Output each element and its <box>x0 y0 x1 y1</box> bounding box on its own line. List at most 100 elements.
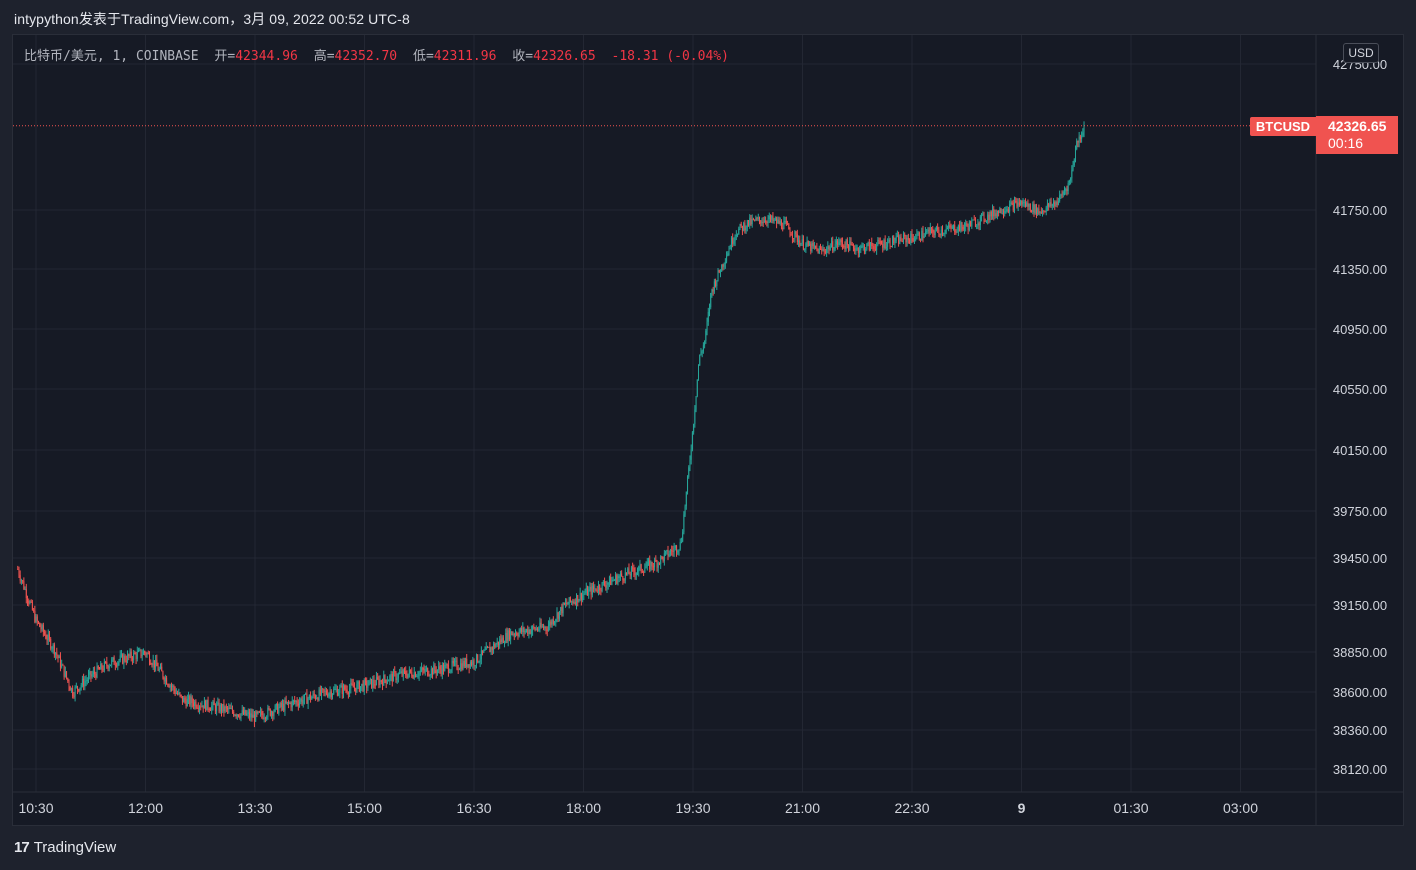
candle-body <box>194 701 196 707</box>
candle-body <box>807 241 809 246</box>
candle-body <box>19 575 21 581</box>
candle-body <box>990 211 992 217</box>
x-tick-label: 21:00 <box>785 800 820 816</box>
candle-body <box>173 685 175 690</box>
candle-body <box>61 664 63 668</box>
candle-body <box>483 650 485 653</box>
candle-body <box>910 233 912 244</box>
candle-body <box>1067 182 1069 191</box>
candle-body <box>349 688 351 694</box>
candle-body <box>549 621 551 626</box>
candle-body <box>708 307 710 312</box>
candle-body <box>1021 200 1023 205</box>
candle-body <box>172 685 174 687</box>
candle-body <box>1043 210 1045 212</box>
candle-body <box>644 568 646 573</box>
candle-body <box>180 694 182 697</box>
candle-body <box>447 664 449 673</box>
candle-body <box>634 571 636 576</box>
candle-body <box>785 220 787 224</box>
candle-body <box>967 225 969 231</box>
candle-body <box>216 704 218 712</box>
candle-body <box>656 561 658 568</box>
candle-body <box>894 241 896 244</box>
candle-body <box>893 236 895 244</box>
candle-body <box>468 664 470 668</box>
candle-body <box>815 245 817 249</box>
candle-body <box>233 711 235 716</box>
candle-body <box>403 669 405 671</box>
candle-body <box>312 693 314 698</box>
candle-body <box>257 711 259 714</box>
candle-body <box>623 580 625 582</box>
candle-body <box>715 281 717 286</box>
candle-body <box>389 675 391 681</box>
candle-body <box>371 678 373 688</box>
candle-body <box>108 665 110 669</box>
candle-body <box>735 235 737 237</box>
candle-body <box>490 647 492 653</box>
candle-body <box>637 571 639 573</box>
candle-body <box>255 711 257 722</box>
brand-name: TradingView <box>33 839 117 856</box>
candle-body <box>422 668 424 670</box>
candle-body <box>58 656 60 659</box>
candle-body <box>412 676 414 679</box>
candle-body <box>96 666 98 678</box>
candle-body <box>199 706 201 709</box>
x-tick-label: 12:00 <box>128 800 163 816</box>
candle-body <box>928 229 930 234</box>
candle-body <box>879 240 881 244</box>
candle-body <box>474 665 476 667</box>
candle-body <box>244 710 246 715</box>
candle-body <box>550 621 552 625</box>
candle-body <box>117 662 119 667</box>
candle-body <box>783 221 785 230</box>
y-tick-label: 41750.00 <box>1333 203 1387 218</box>
candle-body <box>843 245 845 247</box>
candle-body <box>556 612 558 620</box>
candle-body <box>1078 136 1080 143</box>
candle-body <box>794 231 796 239</box>
candle-body <box>932 228 934 233</box>
candle-body <box>339 687 341 693</box>
candle-body <box>601 582 603 591</box>
candle-body <box>1051 204 1053 207</box>
candle-body <box>885 246 887 249</box>
candle-body <box>900 236 902 241</box>
candle-body <box>40 626 42 630</box>
candle-body <box>480 650 482 660</box>
candle-body <box>230 707 232 709</box>
candle-body <box>944 232 946 234</box>
candle-body <box>702 345 704 352</box>
candle-body <box>727 253 729 257</box>
candle-body <box>335 689 337 691</box>
candle-body <box>602 581 604 583</box>
tradingview-logo[interactable]: 17 TradingView <box>14 839 116 856</box>
candle-body <box>683 514 685 533</box>
candle-body <box>773 219 775 221</box>
candle-body <box>1028 203 1030 207</box>
candle-body <box>390 673 392 676</box>
candle-body <box>813 245 815 247</box>
candle-body <box>585 587 587 594</box>
candle-body <box>1050 202 1052 207</box>
candle-body <box>1053 202 1055 205</box>
candle-body <box>744 223 746 231</box>
candle-body <box>652 566 654 568</box>
candle-body <box>458 669 460 671</box>
candle-body <box>186 698 188 707</box>
candle-body <box>989 211 991 221</box>
candle-body <box>660 556 662 565</box>
candle-body <box>835 240 837 245</box>
candle-body <box>845 239 847 249</box>
candle-body <box>1072 165 1074 171</box>
candle-body <box>920 239 922 241</box>
currency-button[interactable]: USD <box>1343 43 1379 63</box>
candle-body <box>586 587 588 596</box>
candle-body <box>1060 194 1062 196</box>
candle-body <box>122 654 124 664</box>
candle-body <box>116 665 118 667</box>
candle-body <box>263 717 265 719</box>
